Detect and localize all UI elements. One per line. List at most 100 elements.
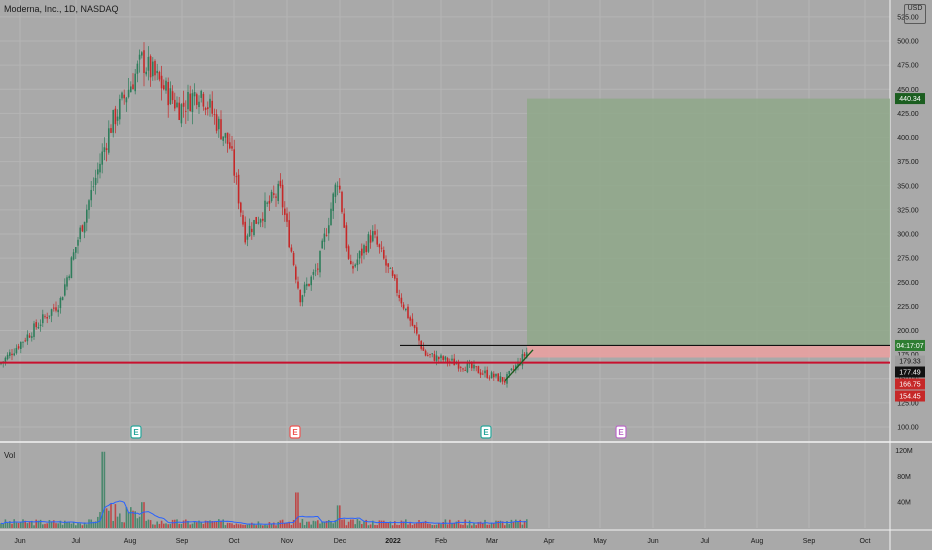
volume-bar [215, 522, 218, 528]
volume-bar [169, 523, 172, 528]
volume-bar [486, 524, 488, 528]
candle-body [196, 94, 198, 105]
candle-body [86, 209, 88, 223]
candle-body [321, 240, 323, 249]
volume-bar [165, 523, 167, 528]
volume-bar [460, 524, 462, 528]
volume-bar [312, 520, 315, 528]
candle-body [200, 90, 202, 98]
candle-body [446, 358, 449, 363]
x-tick-label: Sep [803, 538, 816, 545]
volume-bar [303, 525, 306, 528]
volume-bar [77, 522, 79, 528]
volume-bar [171, 519, 174, 528]
candle-body [484, 370, 486, 374]
candle-body [9, 352, 11, 356]
volume-bar [506, 521, 508, 528]
volume-bar [466, 525, 469, 528]
price-badge [895, 355, 925, 367]
volume-tick-label: 120M [895, 448, 913, 455]
volume-bar [374, 524, 376, 528]
volume-bar [288, 521, 290, 528]
y-tick-label: 100.00 [897, 425, 919, 432]
volume-bar [484, 519, 486, 528]
candle-body [149, 56, 152, 78]
candle-body [44, 316, 46, 318]
volume-bar [149, 520, 152, 528]
candle-body [365, 245, 367, 253]
candle-body [330, 208, 332, 226]
volume-bar [455, 521, 458, 528]
candle-body [499, 376, 502, 382]
volume-bar [125, 507, 128, 528]
candle-body [83, 221, 86, 233]
candle-body [345, 225, 348, 249]
candle-body [55, 307, 57, 311]
volume-bar [152, 524, 154, 528]
candle-body [284, 208, 286, 215]
volume-bar [444, 519, 447, 528]
volume-bar [416, 523, 418, 528]
currency-badge[interactable]: USD [904, 4, 926, 24]
volume-bar [26, 523, 29, 528]
candle-body [35, 322, 37, 328]
volume-bar [90, 519, 92, 528]
candle-body [163, 85, 165, 90]
candle-body [57, 309, 59, 313]
volume-bar [187, 520, 189, 528]
candle-body [455, 363, 458, 365]
volume-bar [295, 492, 297, 528]
volume-bar [308, 521, 310, 528]
candle-body [523, 353, 526, 357]
candle-body [123, 94, 125, 99]
volume-bar [273, 522, 275, 528]
candle-body [108, 128, 110, 153]
candle-body [141, 52, 143, 56]
candle-body [440, 355, 442, 359]
price-badge [895, 93, 925, 105]
earnings-marker-label: E [133, 428, 139, 437]
trend-line [504, 349, 534, 382]
volume-bar [284, 523, 286, 528]
candle-body [354, 264, 356, 267]
x-tick-label: Jul [72, 538, 81, 545]
candle-body [242, 215, 244, 225]
volume-bar [202, 523, 205, 528]
volume-bar [176, 519, 178, 528]
candle-body [306, 283, 308, 287]
volume-bar [497, 520, 499, 528]
x-tick-label: Oct [229, 538, 240, 545]
volume-bar [145, 520, 147, 528]
volume-bar [365, 519, 367, 528]
volume-bar [310, 524, 312, 528]
volume-bar [83, 522, 86, 528]
volume-bar [31, 520, 33, 528]
y-tick-label: 450.00 [897, 87, 919, 94]
volume-bar [400, 520, 403, 528]
volume-bar [358, 520, 361, 528]
volume-bar [167, 524, 169, 528]
price-badge-label: 177.49 [899, 370, 921, 377]
volume-bar [391, 525, 394, 528]
volume-bar [103, 451, 106, 528]
candle-body [297, 281, 299, 289]
price-badge-label: 440.34 [899, 96, 921, 103]
candle-body [343, 213, 345, 228]
volume-bar [345, 525, 348, 528]
volume-bar [123, 522, 125, 528]
volume-bar [383, 520, 385, 528]
candle-body [257, 222, 260, 224]
volume-bar [332, 523, 334, 528]
volume-bar [336, 505, 339, 528]
volume-bar [442, 522, 444, 528]
volume-bar [141, 502, 143, 528]
candle-body [460, 367, 462, 368]
volume-bar [264, 524, 266, 528]
y-tick-label: 400.00 [897, 135, 919, 142]
volume-bar [116, 516, 119, 528]
candle-body [72, 252, 75, 260]
candle-body [215, 114, 218, 131]
volume-bar [259, 524, 262, 528]
candle-body [33, 323, 35, 337]
